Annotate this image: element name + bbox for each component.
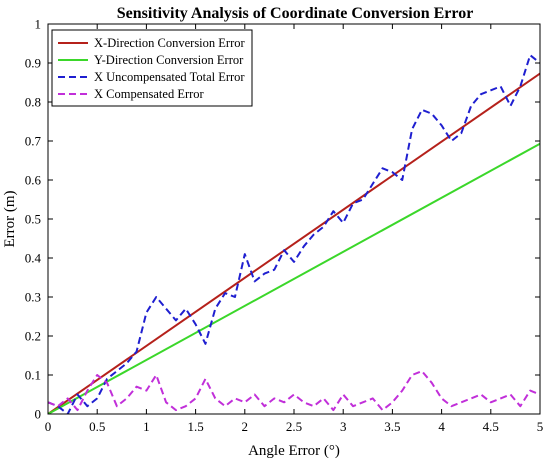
- x-tick-label: 3.5: [384, 419, 400, 434]
- chart-title: Sensitivity Analysis of Coordinate Conve…: [117, 5, 474, 22]
- y-tick-label: 0.7: [25, 134, 42, 149]
- legend-label: X-Direction Conversion Error: [94, 36, 245, 50]
- series-line-3: [48, 54, 540, 414]
- y-tick-label: 1: [35, 17, 42, 32]
- x-tick-label: 4.5: [483, 419, 499, 434]
- y-tick-label: 0.9: [25, 56, 41, 71]
- x-tick-label: 2.5: [286, 419, 302, 434]
- series-line-1: [48, 72, 540, 414]
- x-tick-label: 4: [438, 419, 445, 434]
- y-tick-label: 0.1: [25, 368, 41, 383]
- x-axis-label: Angle Error (°): [248, 443, 340, 459]
- x-tick-label: 1: [143, 419, 150, 434]
- legend: X-Direction Conversion Error Y-Direction …: [51, 29, 253, 107]
- y-tick-label: 0.2: [25, 329, 41, 344]
- x-tick-label: 2: [242, 419, 249, 434]
- x-tick-label: 0: [45, 419, 52, 434]
- series-line-4: [48, 370, 540, 412]
- y-tick-label: 0: [35, 407, 42, 422]
- legend-label: X Compensated Error: [94, 87, 205, 101]
- x-tick-label: 0.5: [89, 419, 105, 434]
- legend-label: X Uncompensated Total Error: [94, 70, 245, 84]
- x-tick-label: 3: [340, 419, 347, 434]
- y-tick-label: 0.8: [25, 95, 41, 110]
- series-line-2: [48, 142, 540, 414]
- y-tick-label: 0.3: [25, 290, 41, 305]
- x-tick-label: 1.5: [187, 419, 203, 434]
- y-tick-label: 0.6: [25, 173, 42, 188]
- y-axis-label: Error (m): [2, 190, 18, 247]
- y-tick-label: 0.4: [25, 251, 42, 266]
- legend-label: Y-Direction Conversion Error: [94, 53, 244, 67]
- x-tick-label: 5: [537, 419, 544, 434]
- y-tick-label: 0.5: [25, 212, 41, 227]
